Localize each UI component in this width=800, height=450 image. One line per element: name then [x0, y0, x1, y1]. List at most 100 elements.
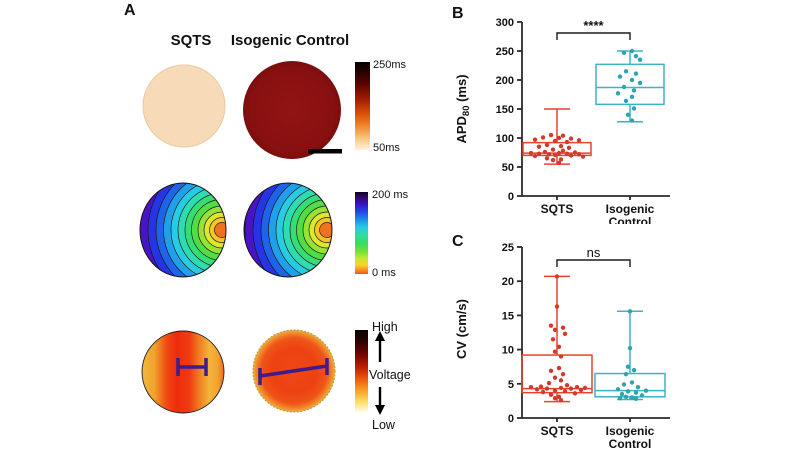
data-point-isogenic-control — [625, 364, 631, 369]
data-point-sqts — [560, 325, 566, 330]
data-point-sqts — [544, 386, 550, 391]
control-isochrone-map — [244, 183, 332, 277]
data-point-sqts — [560, 133, 566, 138]
voltage-mid-label: Voltage — [369, 368, 411, 382]
x-category-label-sqts: SQTS — [541, 202, 574, 216]
data-point-sqts — [552, 349, 558, 354]
voltage-up-arrow-icon — [375, 331, 385, 362]
x-category-label-isogenic-control: Isogenic — [606, 202, 655, 216]
data-point-sqts — [564, 382, 570, 388]
data-point-isogenic-control — [629, 48, 635, 54]
data-point-sqts — [558, 143, 564, 149]
data-point-isogenic-control — [631, 367, 637, 373]
data-point-sqts — [532, 137, 538, 142]
data-point-isogenic-control — [629, 77, 635, 83]
significance-label: ns — [587, 245, 601, 260]
panel-a-maps: A SQTS Isogenic Control 250ms 50ms — [124, 2, 411, 432]
y-tick-label: 300 — [496, 17, 514, 29]
isochrone-colorbar-min-label: 0 ms — [372, 267, 396, 279]
control-voltage-measure-bar — [258, 358, 329, 385]
panel-b-label: B — [452, 5, 464, 22]
data-point-sqts — [540, 389, 546, 395]
significance-label: **** — [583, 18, 604, 33]
data-point-isogenic-control — [623, 98, 629, 104]
y-tick-label: 50 — [502, 162, 514, 174]
sqts-voltage-map — [141, 330, 225, 414]
data-point-isogenic-control — [621, 382, 627, 387]
data-point-sqts — [552, 388, 558, 393]
x-category-label-isogenic-control: Control — [609, 437, 652, 450]
y-tick-label: 10 — [502, 345, 514, 357]
data-point-sqts — [534, 387, 540, 392]
data-point-sqts — [580, 154, 586, 159]
data-point-sqts — [528, 385, 534, 390]
data-point-sqts — [576, 138, 582, 143]
y-tick-label: 20 — [502, 276, 514, 288]
panel-c-label: C — [452, 233, 464, 250]
data-point-isogenic-control — [633, 54, 639, 59]
data-point-sqts — [566, 145, 572, 151]
y-tick-label: 25 — [502, 242, 514, 254]
isochrone-colorbar — [355, 192, 368, 274]
data-point-sqts — [544, 142, 550, 148]
data-point-isogenic-control — [637, 57, 643, 62]
control-isochrone-outline — [243, 182, 333, 278]
y-axis-title: APD80 (ms) — [454, 74, 472, 143]
data-point-isogenic-control — [633, 390, 639, 395]
voltage-colorbar — [355, 330, 368, 412]
data-point-isogenic-control — [629, 118, 635, 123]
y-axis-title: CV (cm/s) — [454, 299, 469, 359]
data-point-sqts — [556, 160, 562, 166]
apd-colorbar-max-label: 250ms — [373, 59, 407, 71]
data-point-sqts — [558, 385, 564, 391]
data-point-sqts — [532, 153, 538, 159]
significance-bracket — [556, 32, 631, 40]
data-point-sqts — [528, 150, 534, 156]
apd-colorbar-min-label: 50ms — [373, 142, 400, 154]
y-tick-label: 15 — [502, 310, 514, 322]
data-point-sqts — [538, 384, 544, 389]
apd-colorbar — [355, 62, 370, 150]
box-isogenic-control — [594, 372, 666, 398]
data-point-isogenic-control — [623, 372, 629, 377]
data-point-sqts — [560, 372, 566, 377]
data-point-isogenic-control — [625, 112, 631, 118]
data-point-isogenic-control — [639, 393, 645, 398]
data-point-sqts — [564, 151, 570, 156]
data-point-isogenic-control — [627, 346, 633, 351]
data-point-sqts — [540, 135, 546, 140]
isochrone-colorbar-max-label: 200 ms — [372, 189, 409, 201]
data-point-sqts — [556, 344, 562, 350]
data-point-isogenic-control — [633, 71, 639, 76]
data-point-isogenic-control — [615, 387, 621, 392]
data-point-sqts — [554, 304, 560, 309]
data-point-sqts — [564, 139, 570, 145]
column-header-sqts: SQTS — [171, 32, 212, 49]
data-point-isogenic-control — [629, 94, 635, 100]
y-tick-label: 5 — [508, 379, 514, 391]
data-point-sqts — [568, 136, 574, 141]
data-point-sqts — [558, 157, 564, 162]
data-point-sqts — [578, 387, 584, 393]
data-point-sqts — [552, 395, 558, 401]
scale-bar — [308, 149, 342, 154]
data-point-isogenic-control — [623, 69, 629, 74]
data-point-sqts — [560, 148, 566, 153]
sqts-voltage-measure-bar — [176, 358, 208, 376]
data-point-sqts — [550, 157, 556, 163]
y-tick-label: 250 — [496, 46, 514, 58]
data-point-sqts — [546, 152, 552, 157]
sqts-isochrone-outline — [139, 182, 227, 278]
data-point-sqts — [556, 394, 562, 399]
data-point-isogenic-control — [617, 74, 623, 79]
data-point-sqts — [536, 144, 542, 149]
data-point-sqts — [554, 274, 560, 279]
voltage-down-arrow-icon — [375, 387, 385, 415]
panel-b-chart: B 0 50 100 150 200 250 300 APD80 (ms) SQTS Isogeni… — [452, 5, 670, 224]
data-point-sqts — [548, 392, 554, 397]
data-point-isogenic-control — [631, 106, 637, 111]
data-point-sqts — [552, 138, 558, 144]
data-point-isogenic-control — [623, 394, 629, 399]
